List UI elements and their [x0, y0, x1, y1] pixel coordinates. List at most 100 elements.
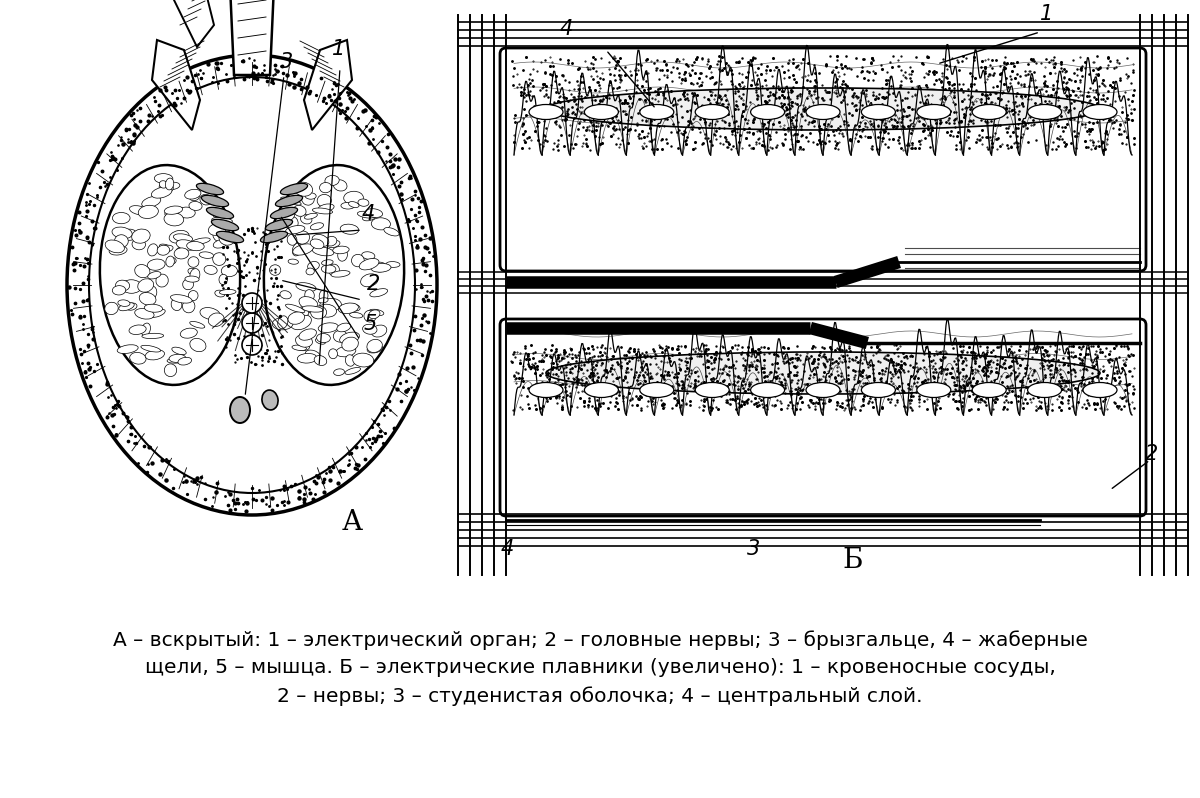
Ellipse shape — [862, 382, 895, 397]
Text: 4: 4 — [362, 204, 376, 224]
Ellipse shape — [299, 297, 318, 310]
Text: 4: 4 — [502, 539, 515, 559]
Ellipse shape — [353, 354, 373, 367]
Ellipse shape — [209, 223, 227, 235]
Ellipse shape — [230, 397, 250, 423]
Ellipse shape — [862, 105, 895, 120]
Ellipse shape — [318, 298, 328, 303]
Ellipse shape — [386, 262, 400, 267]
Text: 1: 1 — [1040, 4, 1054, 24]
Ellipse shape — [191, 238, 210, 244]
Ellipse shape — [104, 302, 119, 314]
Ellipse shape — [122, 229, 137, 240]
Text: щели, 5 – мышца. Б – электрические плавники (увеличено): 1 – кровеносные сосуды,: щели, 5 – мышца. Б – электрические плавн… — [144, 658, 1056, 677]
Ellipse shape — [338, 303, 359, 314]
Ellipse shape — [325, 236, 337, 246]
Ellipse shape — [168, 258, 176, 264]
Ellipse shape — [211, 217, 233, 223]
Ellipse shape — [106, 240, 125, 253]
Circle shape — [242, 313, 262, 333]
Ellipse shape — [311, 239, 324, 249]
Ellipse shape — [167, 357, 187, 363]
Ellipse shape — [160, 182, 173, 193]
Ellipse shape — [140, 346, 161, 352]
Ellipse shape — [169, 354, 186, 362]
Ellipse shape — [305, 193, 316, 200]
Ellipse shape — [270, 265, 281, 275]
Ellipse shape — [584, 105, 618, 120]
Ellipse shape — [640, 382, 674, 397]
Ellipse shape — [180, 328, 197, 338]
Ellipse shape — [362, 324, 377, 334]
Ellipse shape — [312, 208, 332, 214]
Ellipse shape — [126, 303, 137, 310]
Ellipse shape — [317, 195, 331, 207]
Ellipse shape — [806, 105, 840, 120]
Ellipse shape — [164, 211, 179, 218]
Ellipse shape — [318, 204, 334, 211]
Ellipse shape — [281, 184, 307, 195]
Ellipse shape — [118, 300, 130, 306]
Ellipse shape — [320, 298, 341, 311]
Ellipse shape — [300, 215, 312, 224]
Ellipse shape — [298, 354, 317, 363]
Ellipse shape — [204, 266, 217, 275]
Text: 5: 5 — [364, 314, 377, 334]
Ellipse shape — [295, 335, 312, 347]
Polygon shape — [152, 40, 200, 130]
Ellipse shape — [185, 189, 200, 200]
Ellipse shape — [301, 300, 313, 313]
Ellipse shape — [281, 197, 301, 205]
Ellipse shape — [164, 206, 182, 215]
Ellipse shape — [115, 280, 130, 290]
Ellipse shape — [278, 208, 295, 222]
Ellipse shape — [751, 382, 785, 397]
Ellipse shape — [337, 249, 348, 261]
Ellipse shape — [331, 271, 350, 277]
Ellipse shape — [67, 55, 437, 515]
Ellipse shape — [188, 268, 197, 275]
Ellipse shape — [349, 312, 362, 318]
Ellipse shape — [206, 207, 234, 219]
Ellipse shape — [317, 334, 330, 342]
Ellipse shape — [150, 309, 166, 318]
Polygon shape — [174, 0, 214, 47]
Ellipse shape — [132, 229, 150, 243]
Ellipse shape — [176, 246, 190, 252]
Ellipse shape — [306, 268, 314, 275]
Ellipse shape — [262, 390, 278, 410]
Ellipse shape — [312, 235, 329, 247]
Ellipse shape — [216, 231, 244, 243]
Ellipse shape — [316, 338, 325, 344]
Ellipse shape — [113, 212, 130, 223]
Ellipse shape — [160, 244, 172, 251]
Ellipse shape — [166, 256, 174, 267]
Ellipse shape — [341, 224, 359, 235]
Ellipse shape — [329, 349, 337, 359]
Ellipse shape — [164, 182, 180, 190]
Ellipse shape — [917, 105, 950, 120]
Ellipse shape — [366, 209, 383, 218]
Ellipse shape — [199, 252, 214, 259]
Ellipse shape — [972, 382, 1007, 397]
Ellipse shape — [145, 350, 164, 360]
Ellipse shape — [1027, 382, 1062, 397]
Ellipse shape — [358, 199, 368, 207]
Ellipse shape — [972, 105, 1007, 120]
Ellipse shape — [302, 306, 323, 312]
FancyBboxPatch shape — [500, 319, 1146, 516]
Ellipse shape — [190, 338, 206, 352]
Ellipse shape — [174, 248, 188, 259]
Ellipse shape — [311, 223, 324, 230]
Ellipse shape — [322, 259, 334, 265]
Text: 2: 2 — [367, 274, 380, 294]
Ellipse shape — [371, 263, 391, 272]
Ellipse shape — [272, 318, 293, 330]
Ellipse shape — [342, 337, 359, 351]
Ellipse shape — [164, 364, 176, 377]
Text: Б: Б — [842, 547, 863, 574]
Ellipse shape — [640, 105, 674, 120]
Ellipse shape — [293, 244, 313, 255]
Ellipse shape — [265, 219, 293, 231]
Ellipse shape — [188, 290, 198, 301]
